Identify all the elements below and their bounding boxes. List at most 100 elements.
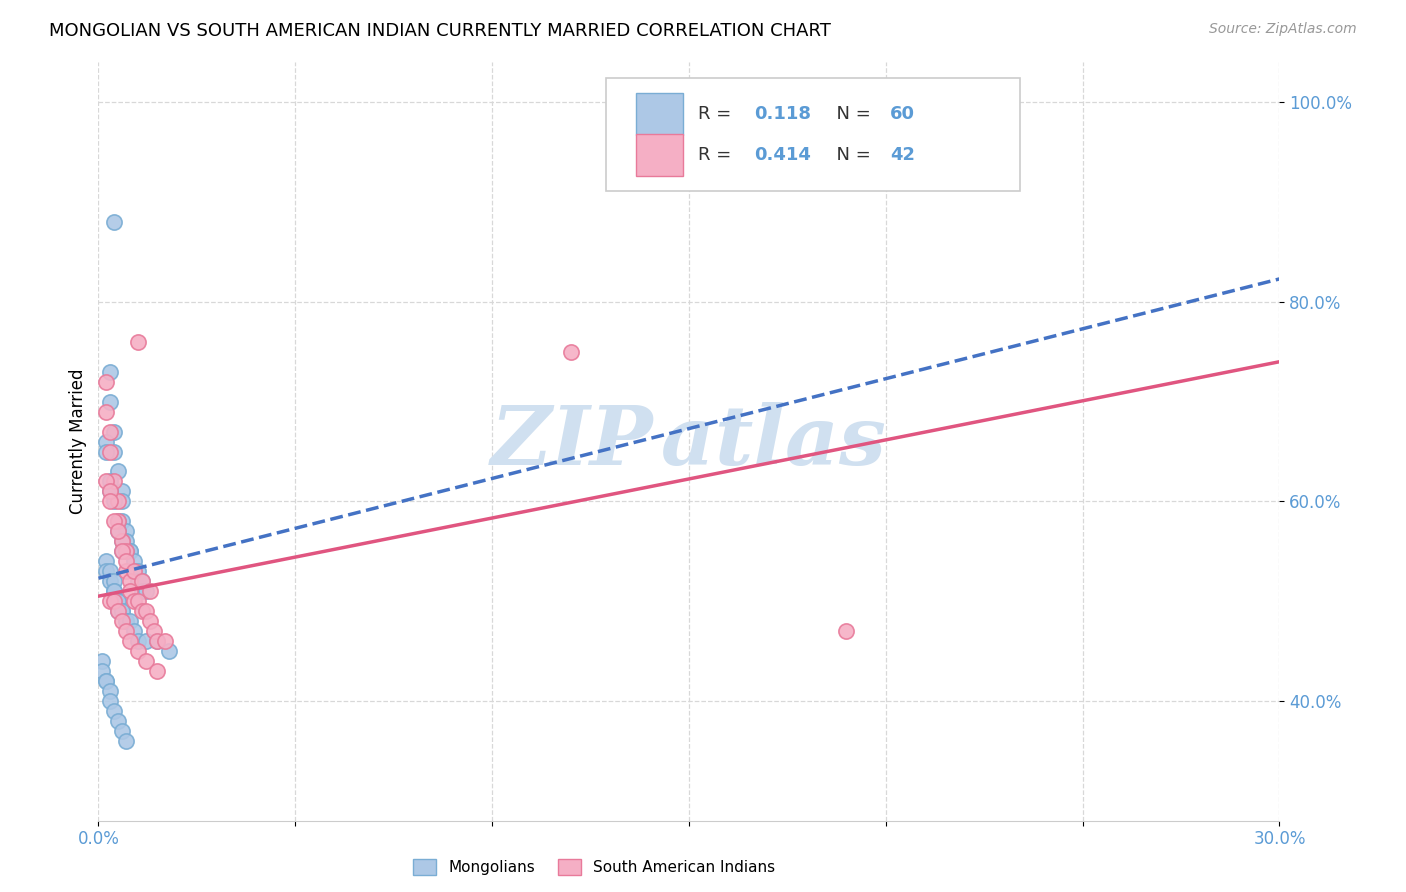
Point [111, 604, 134, 618]
Point [135, 634, 157, 648]
Point [122, 594, 145, 608]
Point [835, 624, 858, 639]
Point [98, 694, 121, 708]
Text: R =: R = [699, 146, 737, 164]
Point [111, 534, 134, 549]
Point [115, 614, 138, 628]
Point [111, 544, 134, 558]
Bar [636, 93, 683, 135]
Point [107, 594, 129, 608]
Point [118, 544, 141, 558]
Point [96, 554, 118, 568]
Point [96, 673, 118, 688]
Point [96, 375, 118, 389]
Point [98, 594, 121, 608]
Point [115, 554, 138, 568]
Legend: Mongolians, South American Indians: Mongolians, South American Indians [408, 853, 782, 881]
Point [107, 524, 129, 539]
Point [115, 544, 138, 558]
Point [103, 494, 125, 508]
Point [155, 634, 177, 648]
Point [98, 494, 121, 508]
Text: 60: 60 [890, 105, 915, 123]
Point [107, 494, 129, 508]
Point [98, 564, 121, 578]
Point [111, 604, 134, 618]
Point [96, 475, 118, 489]
Point [103, 594, 125, 608]
Point [118, 574, 141, 589]
Text: ZIP atlas: ZIP atlas [491, 401, 887, 482]
Text: N =: N = [825, 146, 876, 164]
Point [111, 723, 134, 738]
Point [115, 564, 138, 578]
Point [107, 524, 129, 539]
Point [103, 514, 125, 528]
Point [131, 574, 153, 589]
Text: 0.414: 0.414 [754, 146, 811, 164]
Point [115, 544, 138, 558]
Point [131, 604, 153, 618]
Text: 0.118: 0.118 [754, 105, 811, 123]
Point [131, 584, 153, 599]
Point [96, 444, 118, 458]
Point [103, 704, 125, 718]
Point [127, 634, 149, 648]
Point [98, 574, 121, 589]
Point [138, 614, 160, 628]
Point [111, 494, 134, 508]
Text: Source: ZipAtlas.com: Source: ZipAtlas.com [1209, 22, 1357, 37]
Point [111, 484, 134, 499]
Point [111, 534, 134, 549]
Point [560, 344, 582, 359]
Point [115, 614, 138, 628]
Point [103, 444, 125, 458]
Y-axis label: Currently Married: Currently Married [69, 368, 87, 515]
Point [96, 404, 118, 418]
Point [127, 564, 149, 578]
Point [127, 574, 149, 589]
Point [96, 673, 118, 688]
Point [98, 484, 121, 499]
Point [115, 524, 138, 539]
Point [98, 475, 121, 489]
Point [135, 654, 157, 668]
Point [111, 514, 134, 528]
Point [103, 475, 125, 489]
Text: 42: 42 [890, 146, 915, 164]
FancyBboxPatch shape [606, 78, 1019, 191]
Point [122, 554, 145, 568]
Point [98, 425, 121, 439]
Point [115, 734, 138, 748]
Point [118, 544, 141, 558]
Point [122, 564, 145, 578]
Point [107, 604, 129, 618]
Point [157, 644, 180, 658]
Bar [636, 134, 683, 176]
Point [138, 584, 160, 599]
Point [146, 634, 169, 648]
Point [98, 365, 121, 379]
Point [118, 614, 141, 628]
Point [135, 584, 157, 599]
Point [127, 644, 149, 658]
Point [118, 634, 141, 648]
Point [91, 664, 114, 678]
Point [107, 514, 129, 528]
Point [107, 714, 129, 728]
Point [118, 584, 141, 599]
Point [91, 654, 114, 668]
Point [111, 614, 134, 628]
Point [107, 465, 129, 479]
Point [96, 564, 118, 578]
Point [96, 434, 118, 449]
Point [103, 425, 125, 439]
Point [103, 584, 125, 599]
Point [103, 584, 125, 599]
Point [111, 544, 134, 558]
Point [131, 574, 153, 589]
Text: N =: N = [825, 105, 876, 123]
Point [107, 514, 129, 528]
Point [135, 604, 157, 618]
Point [122, 564, 145, 578]
